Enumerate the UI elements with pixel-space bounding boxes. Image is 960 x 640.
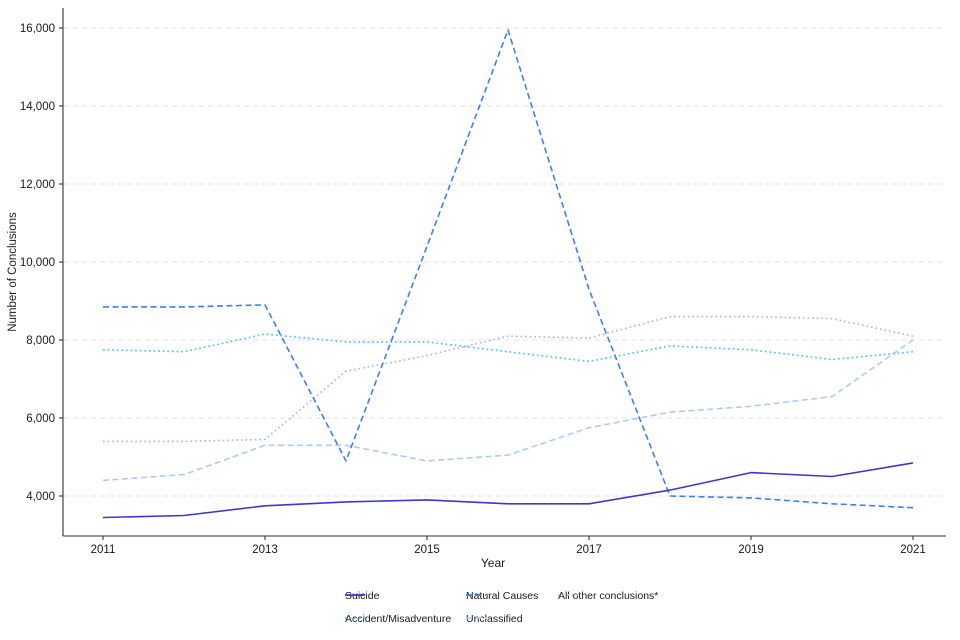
y-tick-label-16000: 16,000 [20, 23, 55, 35]
series-line-suicide [102, 462, 914, 519]
series-line-unclassified [102, 339, 914, 482]
x-tick-label-2019: 2019 [738, 544, 764, 556]
y-tick-label-4000: 4,000 [26, 491, 55, 503]
y-axis-title: Number of Conclusions [7, 212, 19, 332]
series-line-accident-misadventure [102, 333, 914, 363]
x-tick-label-2017: 2017 [576, 544, 602, 556]
legend-label-accident-misadventure: Accident/Misadventure [345, 613, 452, 625]
legend-label-all-other-conclusions: All other conclusions* [558, 590, 659, 602]
legend-item-all-other-conclusions: All other conclusions* [558, 590, 658, 602]
legend-key-suicide [345, 594, 365, 596]
x-tick-label-2021: 2021 [900, 544, 926, 556]
x-tick-label-2011: 2011 [91, 544, 116, 556]
y-tick-label-12000: 12,000 [20, 179, 55, 191]
legend-item-unclassified: Unclassified [466, 613, 523, 625]
legend-key-all-other-conclusions [558, 594, 578, 596]
y-tick-label-8000: 8,000 [26, 335, 55, 347]
legend-key-accident-misadventure [345, 617, 365, 619]
legend-label-suicide: Suicide [345, 590, 380, 602]
legend-item-accident-misadventure: Accident/Misadventure [345, 613, 451, 625]
legend-label-unclassified: Unclassified [466, 613, 523, 625]
legend-item-suicide: Suicide [345, 590, 379, 602]
legend-key-unclassified [466, 617, 486, 619]
x-tick-label-2015: 2015 [414, 544, 440, 556]
legend-label-natural-causes: Natural Causes [466, 590, 539, 602]
legend-key-natural-causes [466, 594, 486, 596]
y-tick-label-14000: 14,000 [20, 101, 55, 113]
y-tick-label-6000: 6,000 [26, 413, 55, 425]
x-axis-title: Year [480, 556, 506, 570]
y-tick-label-10000: 10,000 [20, 257, 55, 269]
legend-item-natural-causes: Natural Causes [466, 590, 538, 602]
series-line-natural-causes [103, 29, 914, 509]
plot-area: 4,000 6,000 8,000 10,000 12,000 14,000 16,000 2… [20, 8, 946, 556]
series-line-all-other-conclusions [103, 315, 914, 443]
x-tick-label-2013: 2013 [252, 544, 278, 556]
